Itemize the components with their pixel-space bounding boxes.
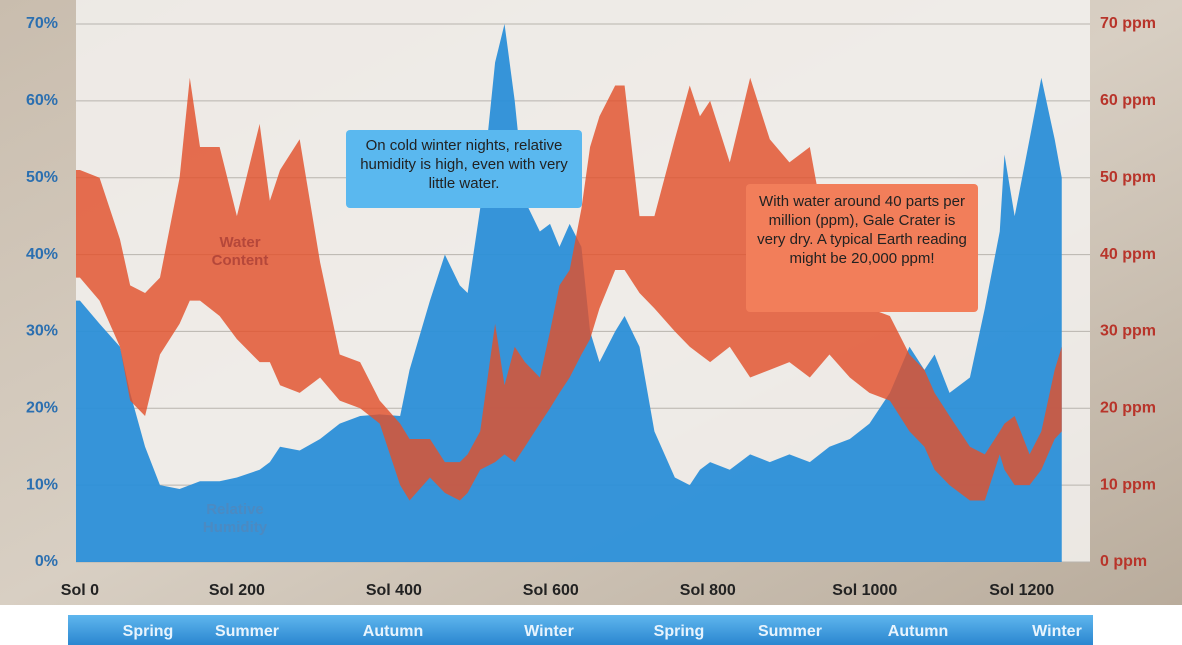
x-tick-label: Sol 200 xyxy=(209,582,265,599)
y2-tick-label: 20 ppm xyxy=(1100,400,1156,417)
series-label: Water Content xyxy=(211,234,269,269)
x-tick-label: Sol 800 xyxy=(680,582,736,599)
y-tick-label: 20% xyxy=(26,400,58,417)
x-tick-label: Sol 1000 xyxy=(832,582,897,599)
annotation: With water around 40 parts per million (… xyxy=(746,184,978,312)
season-label: Winter xyxy=(524,623,574,640)
y-tick-label: 60% xyxy=(26,92,58,109)
y-tick-label: 0% xyxy=(35,553,58,570)
season-label: Autumn xyxy=(363,623,423,640)
y-tick-label: 50% xyxy=(26,169,58,186)
season-label: Winter xyxy=(1032,623,1082,640)
y-tick-label: 40% xyxy=(26,246,58,263)
y-tick-label: 10% xyxy=(26,476,58,493)
x-tick-label: Sol 600 xyxy=(523,582,579,599)
annotation: On cold winter nights, relative humidity… xyxy=(346,130,582,208)
x-tick-label: Sol 400 xyxy=(366,582,422,599)
water-band xyxy=(76,77,1062,501)
season-label: Summer xyxy=(215,623,279,640)
y2-tick-label: 40 ppm xyxy=(1100,246,1156,263)
season-label: Summer xyxy=(758,623,822,640)
y2-tick-label: 60 ppm xyxy=(1100,92,1156,109)
y-tick-label: 30% xyxy=(26,323,58,340)
x-tick-label: Sol 1200 xyxy=(989,582,1054,599)
season-bar xyxy=(68,615,1093,645)
y2-tick-label: 0 ppm xyxy=(1100,553,1147,570)
y-tick-label: 70% xyxy=(26,15,58,32)
y2-tick-label: 10 ppm xyxy=(1100,476,1156,493)
series-label: Relative Humidity xyxy=(202,501,268,536)
y2-tick-label: 70 ppm xyxy=(1100,15,1156,32)
y2-tick-label: 30 ppm xyxy=(1100,323,1156,340)
y2-tick-label: 50 ppm xyxy=(1100,169,1156,186)
season-label: Spring xyxy=(123,623,174,640)
season-label: Autumn xyxy=(888,623,948,640)
season-label: Spring xyxy=(654,623,705,640)
x-tick-label: Sol 0 xyxy=(61,582,99,599)
